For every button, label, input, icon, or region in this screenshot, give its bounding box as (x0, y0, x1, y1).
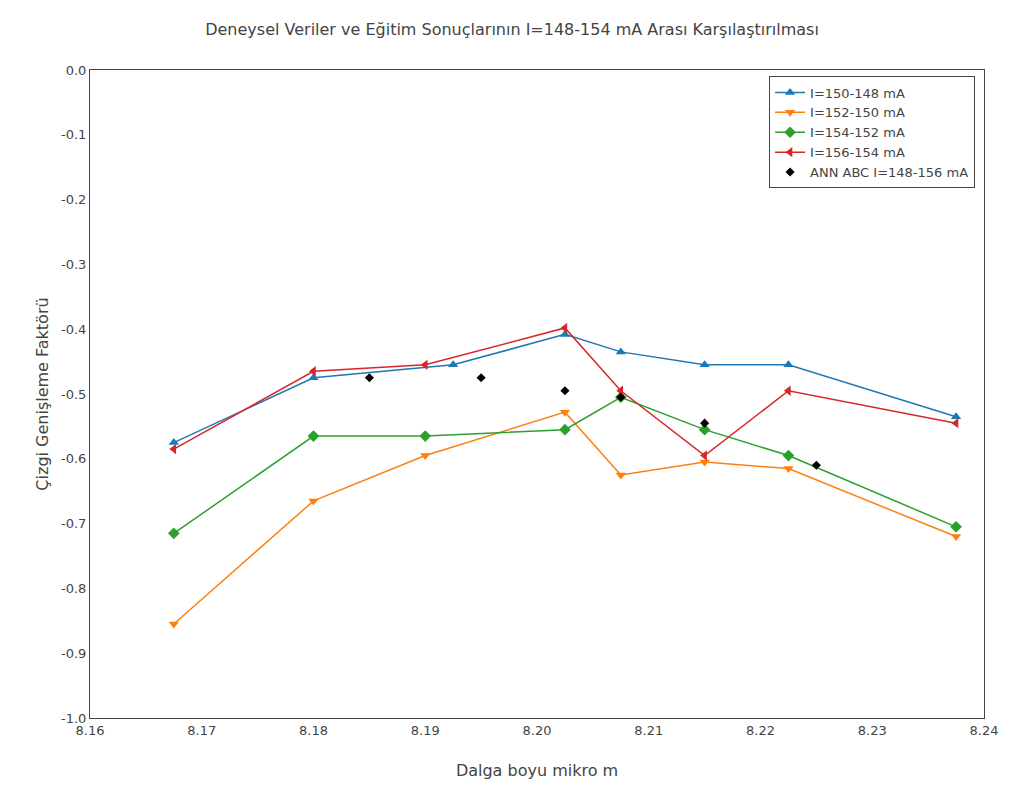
svg-text:-0.5: -0.5 (61, 387, 86, 402)
svg-text:8.24: 8.24 (970, 723, 999, 738)
svg-text:Çizgi Genişleme Faktörü: Çizgi Genişleme Faktörü (33, 297, 52, 490)
svg-text:-0.8: -0.8 (61, 581, 86, 596)
svg-text:-0.4: -0.4 (61, 322, 86, 337)
svg-text:8.23: 8.23 (858, 723, 887, 738)
svg-text:8.17: 8.17 (187, 723, 216, 738)
svg-text:-0.3: -0.3 (61, 257, 86, 272)
svg-text:-0.7: -0.7 (61, 516, 86, 531)
svg-text:I=154-152 mA: I=154-152 mA (810, 125, 905, 140)
svg-text:8.19: 8.19 (411, 723, 440, 738)
svg-text:I=156-154 mA: I=156-154 mA (810, 145, 905, 160)
svg-text:I=150-148 mA: I=150-148 mA (810, 86, 905, 101)
svg-text:8.20: 8.20 (523, 723, 552, 738)
svg-text:ANN ABC I=148-156 mA: ANN ABC I=148-156 mA (810, 165, 968, 180)
svg-text:Dalga boyu mikro m: Dalga boyu mikro m (456, 761, 618, 780)
svg-text:I=152-150 mA: I=152-150 mA (810, 105, 905, 120)
svg-text:-1.0: -1.0 (61, 711, 86, 726)
svg-text:-0.2: -0.2 (61, 192, 86, 207)
svg-text:8.22: 8.22 (746, 723, 775, 738)
svg-text:-0.6: -0.6 (61, 451, 86, 466)
svg-text:0.0: 0.0 (66, 63, 87, 78)
svg-text:-0.9: -0.9 (61, 646, 86, 661)
svg-text:-0.1: -0.1 (61, 127, 86, 142)
svg-text:8.21: 8.21 (634, 723, 663, 738)
svg-text:8.16: 8.16 (76, 723, 105, 738)
svg-text:Deneysel Veriler ve Eğitim Son: Deneysel Veriler ve Eğitim Sonuçlarının … (205, 20, 819, 39)
svg-text:8.18: 8.18 (299, 723, 328, 738)
